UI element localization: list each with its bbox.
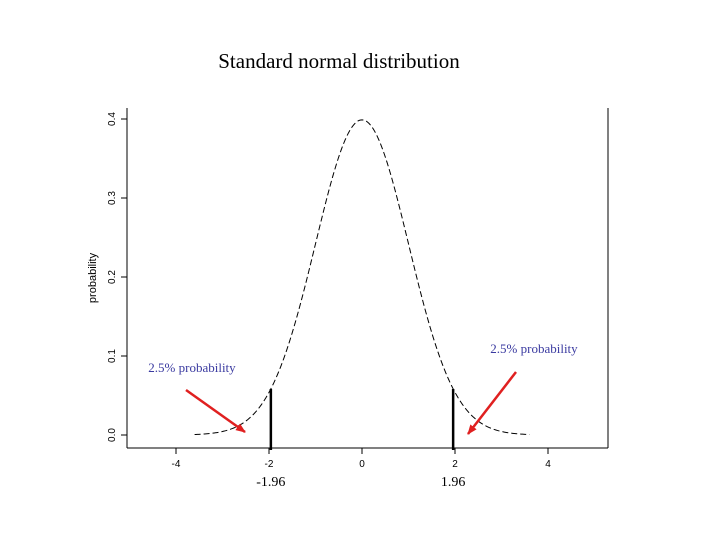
y-tick-label: 0.3: [107, 191, 118, 205]
chart-title: Standard normal distribution: [218, 49, 460, 73]
x-tick-label: 4: [545, 459, 551, 470]
y-axis-label: probability: [87, 252, 99, 303]
x-tick-label: -2: [265, 459, 274, 470]
x-tick-label: 0: [359, 459, 365, 470]
y-tick-label: 0.0: [107, 428, 118, 442]
y-tick-label: 0.1: [107, 349, 118, 363]
annotation-arrow-right: [467, 371, 517, 435]
annotation-arrow-left: [185, 388, 246, 434]
x-tick-label: 2: [452, 459, 458, 470]
y-tick-label: 0.4: [107, 112, 118, 126]
x-axis-ticks: -4 -2 0 2 4: [172, 448, 551, 470]
tail-annotation-left: 2.5% probability: [148, 360, 236, 375]
tail-annotation-right: 2.5% probability: [490, 341, 578, 356]
y-axis-ticks: 0.0 0.1 0.2 0.3 0.4: [107, 112, 127, 442]
density-curve: [194, 119, 530, 436]
critical-value-label-2: 1.96: [441, 475, 466, 490]
critical-value-lines: -1.96 1.96: [256, 389, 465, 490]
tail-annotations: 2.5% probability 2.5% probability: [148, 341, 578, 435]
critical-value-label-1: -1.96: [256, 475, 285, 490]
x-tick-label: -4: [172, 459, 181, 470]
y-tick-label: 0.2: [107, 270, 118, 284]
